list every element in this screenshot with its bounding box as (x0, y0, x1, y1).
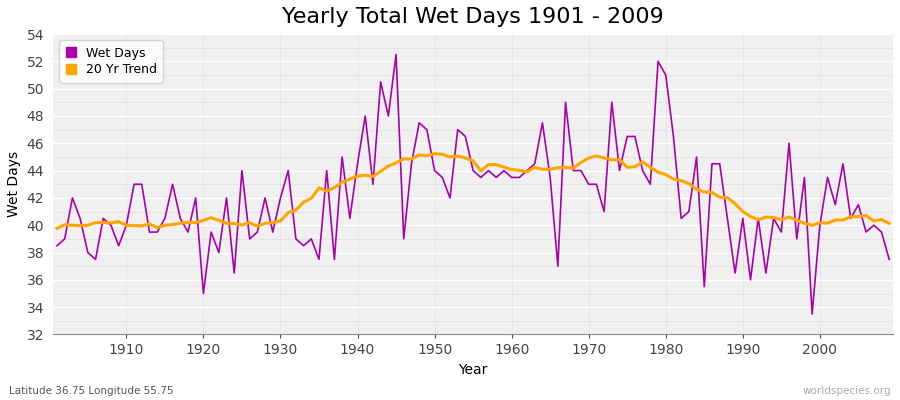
20 Yr Trend (607, 158, 617, 162)
Wet Days (283, 168, 293, 173)
Line: Wet Days: Wet Days (57, 54, 889, 314)
20 Yr Trend (329, 185, 340, 190)
20 Yr Trend (113, 219, 124, 224)
20 Yr Trend (514, 168, 525, 173)
Text: Latitude 36.75 Longitude 55.75: Latitude 36.75 Longitude 55.75 (9, 386, 174, 396)
Title: Yearly Total Wet Days 1901 - 2009: Yearly Total Wet Days 1901 - 2009 (283, 7, 664, 27)
Wet Days (113, 243, 124, 248)
Wet Days (329, 257, 340, 262)
Legend: Wet Days, 20 Yr Trend: Wet Days, 20 Yr Trend (59, 40, 163, 82)
Wet Days (391, 52, 401, 57)
Wet Days (514, 175, 525, 180)
Wet Days (607, 100, 617, 105)
Text: worldspecies.org: worldspecies.org (803, 386, 891, 396)
X-axis label: Year: Year (458, 363, 488, 377)
Wet Days (506, 175, 517, 180)
20 Yr Trend (283, 210, 293, 215)
Line: 20 Yr Trend: 20 Yr Trend (57, 154, 889, 228)
20 Yr Trend (884, 221, 895, 226)
Wet Days (884, 257, 895, 262)
Y-axis label: Wet Days: Wet Days (7, 151, 21, 217)
Wet Days (51, 243, 62, 248)
20 Yr Trend (506, 167, 517, 172)
Wet Days (806, 312, 817, 316)
20 Yr Trend (51, 226, 62, 231)
20 Yr Trend (429, 151, 440, 156)
